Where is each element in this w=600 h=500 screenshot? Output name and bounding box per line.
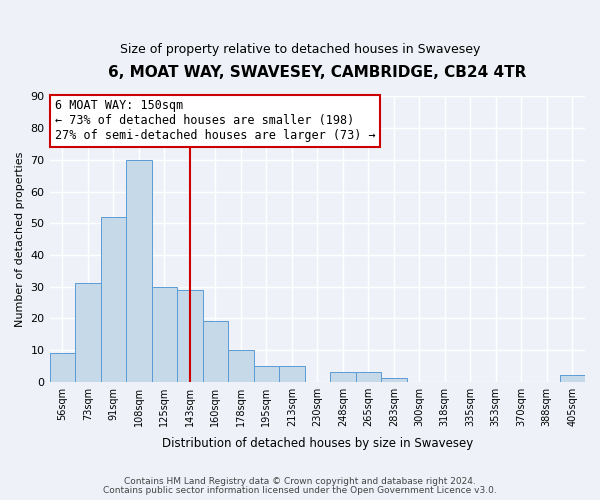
Title: 6, MOAT WAY, SWAVESEY, CAMBRIDGE, CB24 4TR: 6, MOAT WAY, SWAVESEY, CAMBRIDGE, CB24 4… [108,65,526,80]
Bar [560,376,585,382]
Bar [126,160,152,382]
Text: Contains HM Land Registry data © Crown copyright and database right 2024.: Contains HM Land Registry data © Crown c… [124,477,476,486]
Bar [330,372,356,382]
Bar [279,366,305,382]
Y-axis label: Number of detached properties: Number of detached properties [15,152,25,326]
Bar [203,322,228,382]
Bar [254,366,279,382]
Bar [177,290,203,382]
Bar [75,284,101,382]
Bar [356,372,381,382]
Bar [381,378,407,382]
Bar [50,353,75,382]
Text: 6 MOAT WAY: 150sqm
← 73% of detached houses are smaller (198)
27% of semi-detach: 6 MOAT WAY: 150sqm ← 73% of detached hou… [55,100,376,142]
Bar [152,286,177,382]
Text: Size of property relative to detached houses in Swavesey: Size of property relative to detached ho… [120,42,480,56]
Bar [228,350,254,382]
Text: Contains public sector information licensed under the Open Government Licence v3: Contains public sector information licen… [103,486,497,495]
X-axis label: Distribution of detached houses by size in Swavesey: Distribution of detached houses by size … [161,437,473,450]
Bar [101,217,126,382]
